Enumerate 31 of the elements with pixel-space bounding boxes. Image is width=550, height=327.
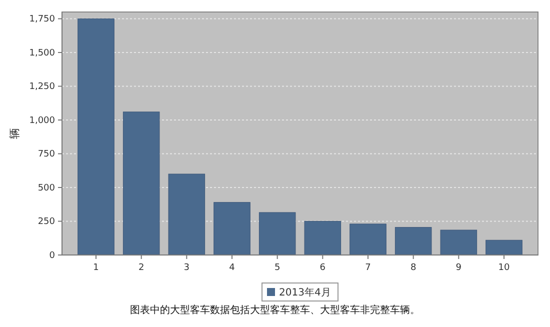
x-tick-label: 4: [229, 263, 236, 273]
y-tick-label: 1,000: [29, 116, 56, 126]
y-tick-label: 1,250: [29, 82, 56, 92]
x-tick-label: 2: [138, 263, 144, 273]
x-tick-label: 5: [274, 263, 280, 273]
bar: [168, 174, 206, 256]
bar: [394, 227, 432, 256]
x-tick-label: 7: [365, 263, 371, 273]
bar: [122, 112, 160, 256]
x-tick-label: 3: [184, 263, 190, 273]
y-axis-title: 辆: [8, 128, 21, 139]
text: 图表中的大型客车数据包括大型客车整车、大型客车非完整车辆。: [130, 304, 420, 316]
bar: [350, 224, 386, 256]
bar: [440, 230, 478, 256]
y-tick-label: 750: [38, 150, 56, 160]
legend-label: 2013年4月: [279, 286, 331, 298]
y-tick-label: 0: [49, 250, 56, 261]
y-tick-label: 250: [38, 217, 56, 228]
bar: [304, 221, 342, 256]
x-tick-label: 6: [320, 263, 326, 273]
x-tick-label: 10: [498, 263, 510, 273]
y-tick-label: 500: [38, 183, 56, 194]
y-tick-label: 1,750: [29, 14, 56, 25]
bar: [258, 212, 296, 256]
x-tick-label: 8: [410, 263, 416, 273]
bar: [486, 240, 522, 256]
y-tick-label: 1,500: [29, 48, 56, 58]
bar: [214, 202, 250, 256]
bar: [78, 18, 114, 256]
x-tick-label: 1: [93, 263, 99, 273]
x-tick-label: 9: [456, 263, 462, 273]
